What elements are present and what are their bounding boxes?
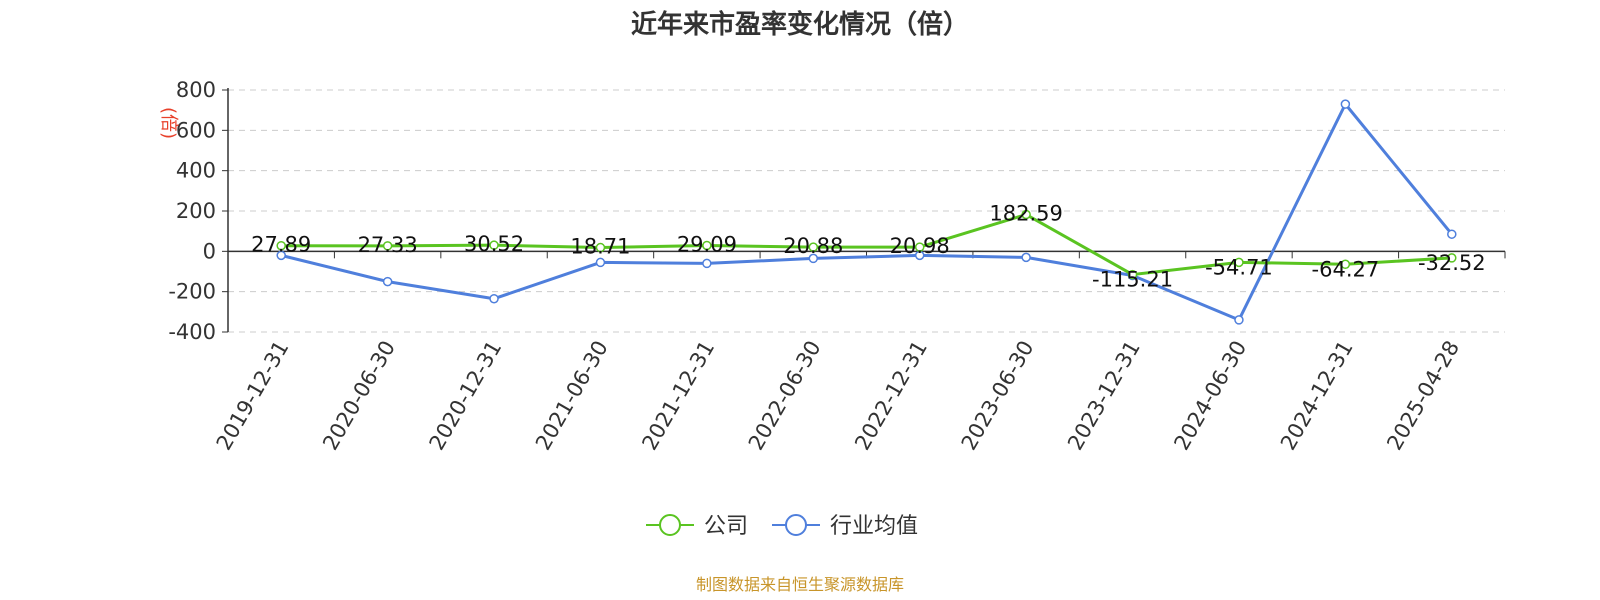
data-point-0 <box>808 242 819 252</box>
data-labels: 27.89 27.33 30.52 18.71 29.09 20.88 20.98 182.5… <box>251 202 1485 292</box>
data-point-1 <box>808 253 819 264</box>
y-tick-label: 800 <box>176 78 216 102</box>
x-tick-label: 2020-12-31 <box>425 336 507 454</box>
chart-title: 近年来市盈率变化情况（倍） <box>631 9 969 40</box>
series-line-1 <box>280 102 1453 322</box>
data-point-0 <box>1234 257 1244 268</box>
data-point-0 <box>382 241 393 251</box>
data-point-0 <box>276 240 286 251</box>
data-label: 27.89 <box>251 233 311 257</box>
data-point-1 <box>276 250 286 261</box>
data-point-0 <box>702 240 712 251</box>
data-point-0 <box>1447 253 1457 263</box>
x-axis-ticks: 2019-12-31 2020-06-30 2020-12-31 2021-06-30… <box>212 336 1464 454</box>
x-tick-label: 2023-12-31 <box>1063 337 1145 455</box>
y-tick-label: 0 <box>203 239 216 263</box>
y-axis-label: (倍) <box>158 107 179 139</box>
data-label: -64.27 <box>1312 257 1380 281</box>
data-label: 27.33 <box>358 233 418 257</box>
source-note: 制图数据来自恒生聚源数据库 <box>696 575 904 594</box>
x-tick-label: 2024-12-31 <box>1276 337 1358 455</box>
data-label: 20.98 <box>890 234 950 258</box>
data-point-0 <box>1340 259 1351 270</box>
y-tick-label: -400 <box>168 320 216 344</box>
data-point-1 <box>1021 252 1031 263</box>
data-point-0 <box>1021 209 1031 220</box>
x-tick-label: 2021-12-31 <box>637 337 719 455</box>
data-point-1 <box>702 258 712 269</box>
data-point-1 <box>489 293 499 304</box>
x-tick-label: 2019-12-31 <box>212 337 294 455</box>
x-tick-label: 2023-06-30 <box>957 337 1039 455</box>
data-point-1 <box>595 257 606 268</box>
y-tick-label: 600 <box>176 118 216 142</box>
x-tick-label: 2025-04-28 <box>1382 337 1464 455</box>
data-label: -54.71 <box>1205 255 1273 279</box>
grid-lines <box>228 89 1505 333</box>
x-tick-label: 2021-06-30 <box>531 337 613 455</box>
data-label: 29.09 <box>677 232 737 256</box>
data-point-0 <box>595 242 606 253</box>
data-label: -32.52 <box>1418 251 1486 275</box>
data-point-1 <box>1447 229 1457 239</box>
series-line-0 <box>281 213 1452 277</box>
axes <box>222 88 1506 333</box>
x-tick-label: 2022-06-30 <box>744 337 826 455</box>
x-tick-label: 2024-06-30 <box>1169 337 1251 455</box>
data-point-1 <box>382 276 393 287</box>
legend-label-1: 行业均值 <box>830 514 918 539</box>
series-lines <box>276 99 1457 325</box>
x-tick-label: 2020-06-30 <box>318 337 400 455</box>
y-tick-label: 400 <box>176 159 216 183</box>
data-label: -115.21 <box>1092 268 1173 292</box>
x-tick-label: 2022-12-31 <box>850 336 932 454</box>
data-label: 20.88 <box>783 234 843 258</box>
data-point-0 <box>1127 269 1138 280</box>
data-label: 30.52 <box>464 232 524 256</box>
legend: 公司 行业均值 <box>646 514 918 539</box>
data-point-0 <box>489 240 499 250</box>
legend-marker-1 <box>785 514 807 536</box>
data-label: 18.71 <box>570 235 630 259</box>
y-tick-label: -200 <box>168 280 216 304</box>
data-point-0 <box>914 242 925 252</box>
legend-label-0: 公司 <box>704 514 748 539</box>
legend-marker-0 <box>659 514 681 536</box>
data-point-1 <box>1340 99 1351 109</box>
data-point-1 <box>1234 315 1244 325</box>
data-label: 182.59 <box>989 202 1062 226</box>
y-axis-ticks: 800 600 400 200 0 -200 -400 <box>168 78 216 344</box>
y-tick-label: 200 <box>176 199 216 223</box>
